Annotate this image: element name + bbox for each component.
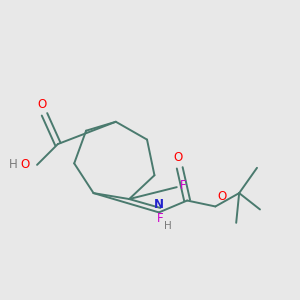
Text: O: O [20, 158, 30, 171]
Text: H: H [164, 221, 172, 231]
Text: O: O [37, 98, 46, 111]
Text: O: O [174, 151, 183, 164]
Text: F: F [157, 212, 163, 225]
Text: H: H [9, 158, 18, 171]
Text: F: F [180, 179, 186, 192]
Text: O: O [218, 190, 227, 203]
Text: N: N [154, 198, 164, 211]
